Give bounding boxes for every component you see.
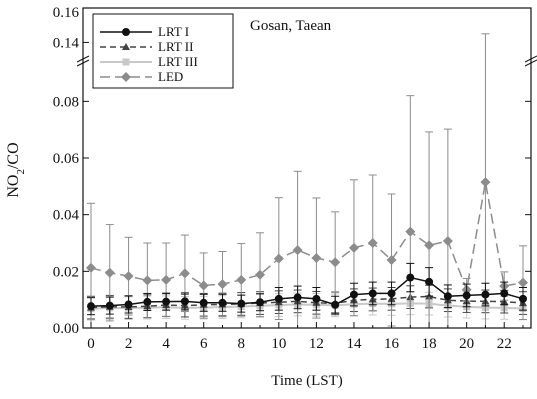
data-point xyxy=(312,294,321,303)
annotation-text: Gosan, Taean xyxy=(250,18,332,34)
data-point xyxy=(368,289,377,298)
x-tick-label: 8 xyxy=(238,336,246,352)
data-point xyxy=(161,274,172,285)
data-point xyxy=(87,302,95,311)
data-point xyxy=(462,291,471,300)
axes-layer: 0.00 0.02 0.04 0.06 0.08 0.14 0.16 0 2 4 6 8 10 12 14 1… xyxy=(53,5,537,352)
data-point xyxy=(105,301,114,310)
plot-frame xyxy=(82,7,532,329)
legend-marker xyxy=(122,28,130,36)
x-axis-label: Time (LST) xyxy=(271,373,343,389)
legend-marker xyxy=(122,58,130,66)
data-point xyxy=(179,268,190,279)
y-tick-label: 0.16 xyxy=(53,5,80,21)
data-point xyxy=(330,257,341,268)
x-tick-label: 18 xyxy=(422,336,437,352)
data-point xyxy=(256,298,265,307)
x-tick-label: 14 xyxy=(346,336,362,352)
data-point xyxy=(518,277,528,288)
series-lrt-i xyxy=(87,262,527,316)
axis-break-mark xyxy=(76,59,90,67)
legend-entry: LRT I xyxy=(100,24,189,39)
data-point xyxy=(349,290,358,299)
axis-break-mark xyxy=(524,59,537,67)
axis-break-mark xyxy=(76,55,90,63)
data-point xyxy=(143,297,152,306)
data-point xyxy=(218,298,227,307)
y-tick-label: 0.06 xyxy=(53,151,80,167)
data-point xyxy=(425,277,434,286)
y-axis-label: NO2/CO xyxy=(5,142,27,197)
x-tick-label: 12 xyxy=(309,336,324,352)
data-point xyxy=(481,290,490,299)
legend-entry: LRT III xyxy=(100,54,198,69)
data-point xyxy=(311,253,322,264)
data-point xyxy=(255,269,266,280)
y-axis-label-rest: /CO xyxy=(5,142,22,169)
legend-label: LRT II xyxy=(158,39,193,54)
data-point xyxy=(519,294,527,303)
data-point xyxy=(273,253,284,264)
data-point xyxy=(348,242,359,253)
data-point xyxy=(142,275,153,286)
data-point xyxy=(367,238,378,248)
x-tick-label: 10 xyxy=(271,336,286,352)
y-axis-label-sub: 2 xyxy=(15,169,27,175)
series-line xyxy=(90,276,524,307)
data-point xyxy=(443,292,452,301)
series-layer xyxy=(86,33,528,329)
legend-marker xyxy=(121,72,131,82)
x-tick-label: 20 xyxy=(459,336,474,352)
x-tick-label: 2 xyxy=(125,336,133,352)
legend-marker xyxy=(122,43,130,50)
data-point xyxy=(292,245,303,256)
y-axis-label-main: NO xyxy=(5,175,22,198)
data-point xyxy=(274,294,283,303)
data-point xyxy=(236,274,247,285)
axis-break-mark xyxy=(524,55,537,63)
data-point xyxy=(387,289,396,298)
x-tick-label: 22 xyxy=(497,336,512,352)
legend-label: LRT I xyxy=(158,24,189,39)
legend-entry: LRT II xyxy=(100,39,193,54)
legend-entry: LED xyxy=(100,69,183,84)
data-point xyxy=(424,240,435,251)
legend-label: LRT III xyxy=(158,54,198,69)
data-point xyxy=(198,280,209,291)
data-point xyxy=(480,177,491,188)
data-point xyxy=(442,236,453,247)
data-point xyxy=(500,289,509,298)
data-point xyxy=(162,297,171,306)
data-point xyxy=(237,299,246,308)
x-tick-label: 4 xyxy=(162,336,170,352)
data-point xyxy=(331,300,340,309)
y-tick-label: 0.02 xyxy=(53,264,79,280)
y-tick-label: 0.00 xyxy=(53,321,79,337)
x-tick-label: 6 xyxy=(200,336,208,352)
series-line xyxy=(90,295,524,309)
legend-box xyxy=(92,13,234,89)
data-point xyxy=(86,262,96,273)
y-tick-label: 0.14 xyxy=(53,35,80,51)
data-point xyxy=(199,298,208,307)
x-tick-label: 16 xyxy=(384,336,400,352)
data-point xyxy=(405,226,416,237)
x-tick-label: 0 xyxy=(87,336,95,352)
y-tick-label: 0.08 xyxy=(53,94,79,110)
y-tick-label: 0.04 xyxy=(53,208,80,224)
data-point xyxy=(217,279,228,290)
data-point xyxy=(123,271,134,282)
series-line xyxy=(90,181,524,293)
data-point xyxy=(180,297,189,306)
data-point xyxy=(386,255,397,265)
data-point xyxy=(406,273,415,282)
data-point xyxy=(104,267,115,278)
data-point xyxy=(124,300,133,309)
legend-label: LED xyxy=(158,69,183,84)
data-point xyxy=(293,293,302,302)
